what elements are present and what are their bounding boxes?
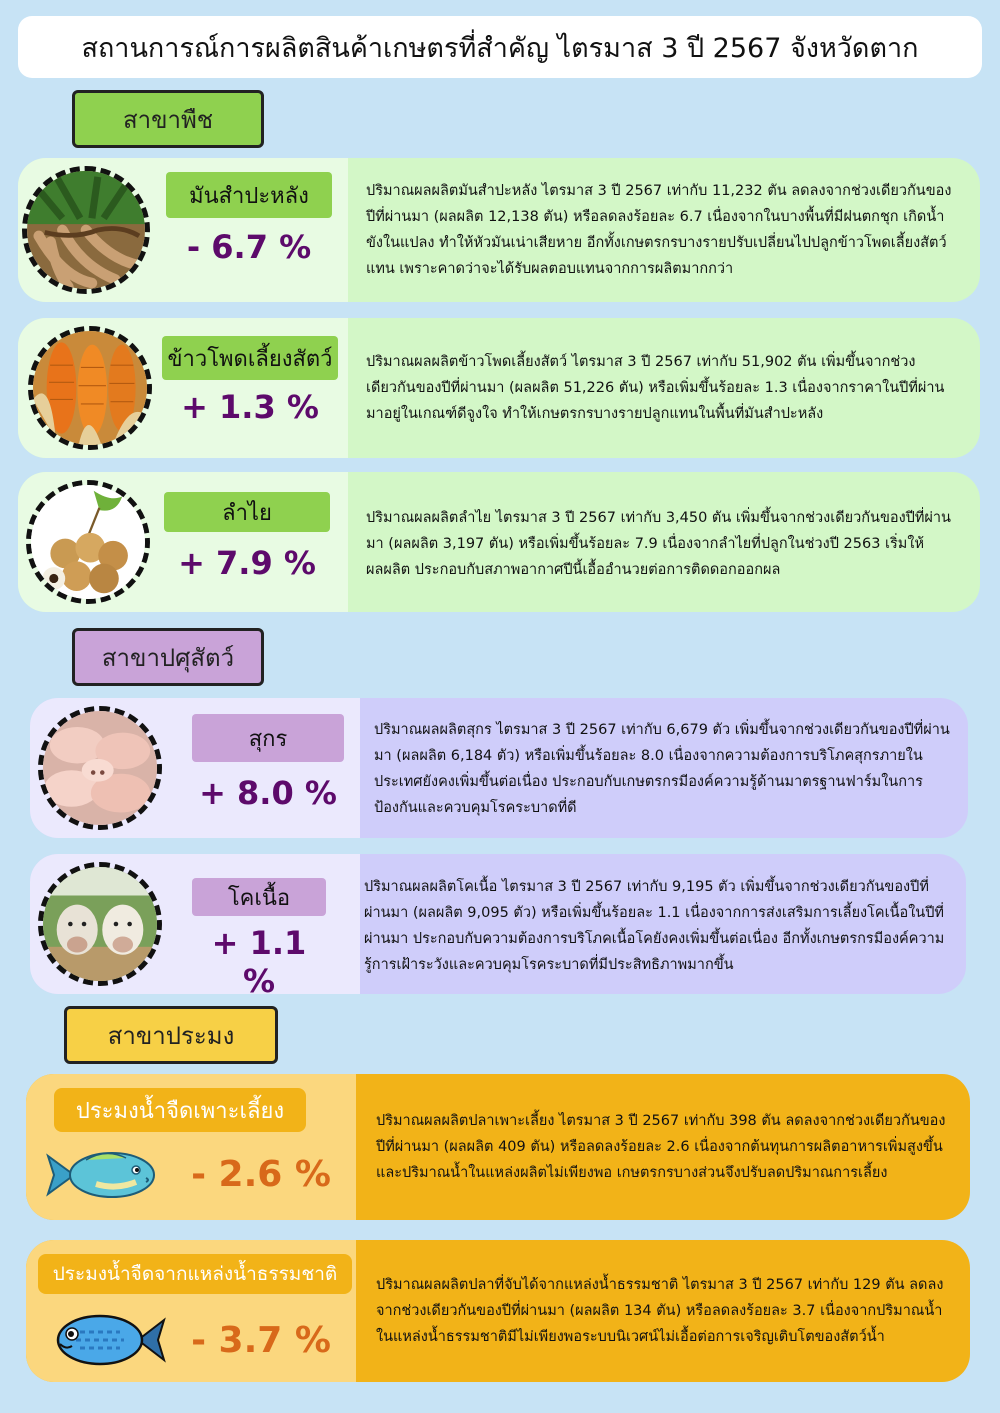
item-change-corn: + 1.3 % (181, 388, 319, 426)
item-desc-cattle: ปริมาณผลผลิตโคเนื้อ ไตรมาส 3 ปี 2567 เท่… (364, 879, 945, 973)
fish-icon (50, 1310, 166, 1370)
corn-icon (28, 326, 152, 450)
item-desc-aquaculture: ปริมาณผลผลิตปลาเพาะเลี้ยง ไตรมาส 3 ปี 25… (376, 1113, 946, 1181)
fish-icon (46, 1144, 158, 1206)
item-desc-natural-fishery: ปริมาณผลผลิตปลาที่จับได้จากแหล่งน้ำธรรมช… (376, 1277, 944, 1345)
item-name-cassava: มันสำปะหลัง (166, 172, 332, 218)
page-title: สถานการณ์การผลิตสินค้าเกษตรที่สำคัญ ไตรม… (18, 16, 982, 78)
item-name-aquaculture: ประมงน้ำจืดเพาะเลี้ยง (54, 1088, 306, 1132)
item-change-natural-fishery: - 3.7 % (191, 1320, 331, 1361)
longan-icon (26, 480, 150, 604)
item-change-cattle: + 1.1 % (211, 924, 307, 1000)
card-corn: ข้าวโพดเลี้ยงสัตว์ + 1.3 % ปริมาณผลผลิตข… (18, 318, 980, 458)
section-crops: สาขาพืช (72, 90, 264, 148)
card-cassava: มันสำปะหลัง - 6.7 % ปริมาณผลผลิตมันสำปะห… (18, 158, 980, 302)
item-desc-pig: ปริมาณผลผลิตสุกร ไตรมาส 3 ปี 2567 เท่ากั… (374, 722, 950, 816)
card-pig: สุกร + 8.0 % ปริมาณผลผลิตสุกร ไตรมาส 3 ป… (30, 698, 968, 838)
item-change-pig: + 8.0 % (199, 774, 337, 812)
card-aquaculture: ประมงน้ำจืดเพาะเลี้ยง - 2.6 % ปริมาณผลผล… (26, 1074, 970, 1220)
card-natural-fishery: ประมงน้ำจืดจากแหล่งน้ำธรรมชาติ - 3.7 % ป… (26, 1240, 970, 1382)
item-change-cassava: - 6.7 % (186, 228, 312, 266)
item-name-natural-fishery: ประมงน้ำจืดจากแหล่งน้ำธรรมชาติ (38, 1254, 352, 1294)
card-longan: ลำไย + 7.9 % ปริมาณผลผลิตลำไย ไตรมาส 3 ป… (18, 472, 980, 612)
pig-icon (38, 706, 162, 830)
item-name-cattle: โคเนื้อ (192, 878, 326, 916)
section-fishery: สาขาประมง (64, 1006, 278, 1064)
cassava-icon (22, 166, 150, 294)
item-name-longan: ลำไย (164, 492, 330, 532)
item-desc-longan: ปริมาณผลผลิตลำไย ไตรมาส 3 ปี 2567 เท่ากั… (366, 510, 951, 578)
item-change-aquaculture: - 2.6 % (191, 1154, 331, 1195)
cattle-icon (38, 862, 162, 986)
card-cattle: โคเนื้อ + 1.1 % ปริมาณผลผลิตโคเนื้อ ไตรม… (30, 854, 966, 1000)
item-name-corn: ข้าวโพดเลี้ยงสัตว์ (162, 336, 338, 380)
section-livestock: สาขาปศุสัตว์ (72, 628, 264, 686)
item-name-pig: สุกร (192, 714, 344, 762)
item-desc-cassava: ปริมาณผลผลิตมันสำปะหลัง ไตรมาส 3 ปี 2567… (366, 183, 952, 277)
item-desc-corn: ปริมาณผลผลิตข้าวโพดเลี้ยงสัตว์ ไตรมาส 3 … (366, 354, 945, 422)
item-change-longan: + 7.9 % (178, 544, 316, 582)
